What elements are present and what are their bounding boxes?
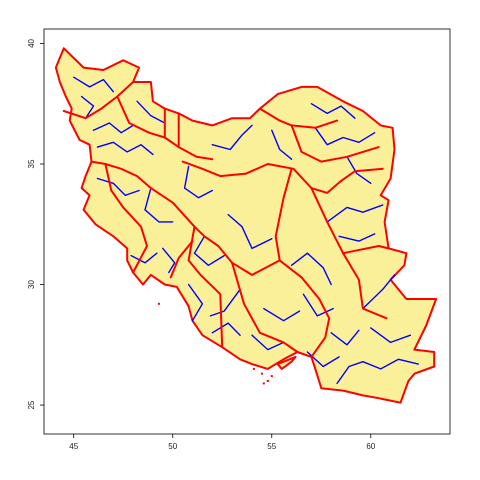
county-boundary-line xyxy=(370,327,412,344)
province-boundary-line xyxy=(274,167,303,279)
island-marker xyxy=(252,367,255,370)
x-tick-label: 50 xyxy=(168,442,177,451)
x-tick-label: 60 xyxy=(366,442,375,451)
county-boundary-line xyxy=(162,247,176,274)
county-boundary-line xyxy=(92,122,134,134)
county-boundary-line xyxy=(227,213,273,250)
province-boundary-line xyxy=(62,81,135,120)
y-tick-label: 35 xyxy=(27,159,36,168)
province-boundary-line xyxy=(245,163,384,194)
county-boundary-line xyxy=(326,204,384,223)
county-boundary-line xyxy=(362,358,419,370)
county-boundary-line xyxy=(96,141,154,156)
county-boundary-line xyxy=(211,124,253,151)
county-boundary-line xyxy=(144,187,174,223)
county-boundary-line xyxy=(80,95,95,119)
county-boundary-line xyxy=(96,177,140,197)
region-qeshm xyxy=(276,355,297,370)
province-boundary-line xyxy=(300,276,331,358)
county-boundary-line xyxy=(251,334,285,351)
y-axis: 25 30 35 40 xyxy=(27,38,44,410)
county-boundary-line xyxy=(362,274,396,310)
county-boundary-line xyxy=(346,156,372,185)
island-marker xyxy=(262,382,265,385)
province-boundaries xyxy=(62,81,390,358)
province-boundary-line xyxy=(104,163,148,274)
x-tick-label: 45 xyxy=(69,442,78,451)
county-boundary-line xyxy=(211,322,241,336)
county-boundary-line xyxy=(136,100,166,124)
county-boundary-line xyxy=(336,361,364,385)
island-marker xyxy=(270,375,273,378)
county-boundary-line xyxy=(314,127,376,146)
island-marker xyxy=(266,380,269,382)
county-boundaries xyxy=(72,76,419,385)
province-boundary-line xyxy=(187,225,224,349)
island-marker xyxy=(157,302,160,305)
county-boundary-line xyxy=(209,288,241,317)
x-axis: 45 50 55 60 xyxy=(69,434,376,451)
region-country xyxy=(54,47,438,404)
y-tick-label: 40 xyxy=(27,38,36,47)
county-boundary-line xyxy=(330,329,360,346)
province-boundary-line xyxy=(231,259,281,276)
province-boundary-line xyxy=(169,240,194,279)
county-boundary-line xyxy=(187,283,204,322)
county-boundary-line xyxy=(290,252,332,286)
county-boundary-line xyxy=(310,102,356,119)
province-boundary-line xyxy=(342,245,390,255)
province-boundary-line xyxy=(310,187,388,320)
y-tick-label: 30 xyxy=(27,280,36,289)
map-layer xyxy=(54,47,438,404)
county-boundary-line xyxy=(130,252,158,264)
county-boundary-line xyxy=(193,235,225,266)
province-boundary-line xyxy=(193,225,234,264)
province-boundary-line xyxy=(290,124,380,163)
province-boundary-line xyxy=(181,160,247,178)
county-boundary-line xyxy=(302,293,334,317)
province-boundary-line xyxy=(231,261,299,353)
province-boundary-line xyxy=(258,107,339,129)
island-marker xyxy=(260,372,263,375)
county-boundary-line xyxy=(271,129,293,160)
plot-frame xyxy=(43,28,451,435)
county-boundary-line xyxy=(263,307,301,322)
x-tick-label: 55 xyxy=(267,442,276,451)
y-tick-label: 25 xyxy=(27,400,36,409)
county-boundary-line xyxy=(338,233,376,242)
county-boundary-line xyxy=(72,76,115,93)
county-boundary-line xyxy=(183,165,214,199)
